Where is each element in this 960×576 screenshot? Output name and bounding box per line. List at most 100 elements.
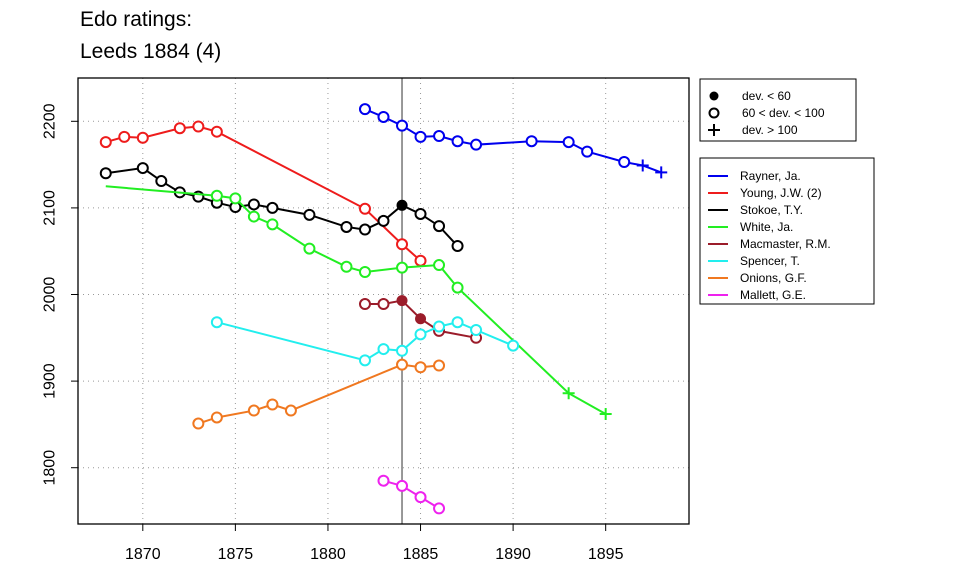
data-point-open xyxy=(247,210,260,223)
data-point-open xyxy=(210,189,223,202)
data-point-open xyxy=(173,122,186,135)
data-point-open xyxy=(358,202,371,215)
data-point-open xyxy=(210,316,223,329)
marker-legend-label: dev. > 100 xyxy=(742,123,798,137)
data-point-open xyxy=(433,502,446,515)
data-point-open xyxy=(618,156,631,169)
series-line xyxy=(383,479,440,510)
data-point-open xyxy=(377,110,390,123)
data-point-open xyxy=(377,474,390,487)
data-point-open xyxy=(507,339,520,352)
data-point-open xyxy=(303,208,316,221)
data-point-open xyxy=(396,344,409,357)
x-tick-label: 1880 xyxy=(310,546,346,563)
x-tick-label: 1875 xyxy=(218,546,254,563)
y-tick-label: 1900 xyxy=(42,363,59,399)
data-point-open xyxy=(210,125,223,138)
series-line xyxy=(198,363,440,425)
y-tick-label: 2200 xyxy=(42,103,59,139)
data-point-filled xyxy=(396,295,408,307)
data-point-open xyxy=(581,145,594,158)
data-point-open xyxy=(377,343,390,356)
data-point-open xyxy=(433,359,446,372)
data-point-open xyxy=(192,417,205,430)
data-point-open xyxy=(358,298,371,311)
data-point-open xyxy=(358,265,371,278)
legend-plus-icon xyxy=(708,124,720,136)
y-tick-label: 2000 xyxy=(42,277,59,313)
data-point-open xyxy=(136,162,149,175)
data-point-open xyxy=(192,120,205,133)
series-line xyxy=(105,185,607,415)
data-point-open xyxy=(414,328,427,341)
data-point-open xyxy=(396,238,409,251)
series-legend-label: Onions, G.F. xyxy=(740,271,807,285)
data-point-open xyxy=(358,223,371,236)
axis-layer: 1870 1875 1880 1885 1890 1895 1800 1900 2000 2100… xyxy=(42,103,624,563)
data-point-open xyxy=(396,358,409,371)
data-point-open xyxy=(433,320,446,333)
data-point-open xyxy=(396,261,409,274)
data-point-open xyxy=(340,220,353,233)
data-point-plus xyxy=(655,166,668,179)
series-5 xyxy=(210,316,520,367)
data-point-open xyxy=(396,119,409,132)
series-line xyxy=(105,125,422,262)
data-point-open xyxy=(433,220,446,233)
data-point-open xyxy=(266,218,279,231)
marker-legend-label: dev. < 60 xyxy=(742,89,791,103)
marker-legend: dev. < 60 60 < dev. < 100 dev. > 100 xyxy=(699,78,857,142)
data-point-open xyxy=(229,192,242,205)
series-legend-label: Stokoe, T.Y. xyxy=(740,203,803,217)
data-point-open xyxy=(118,130,131,143)
data-point-open xyxy=(451,316,464,329)
series-legend: Rayner, Ja. Young, J.W. (2) Stokoe, T.Y. Wh… xyxy=(699,157,875,305)
data-point-open xyxy=(155,175,168,188)
data-point-plus xyxy=(562,387,575,400)
series-legend-label: Mallett, G.E. xyxy=(740,288,806,302)
data-point-open xyxy=(303,242,316,255)
data-point-filled xyxy=(415,313,427,325)
data-point-open xyxy=(99,167,112,180)
data-point-plus xyxy=(599,408,612,421)
plot-frame xyxy=(77,77,690,525)
data-point-open xyxy=(433,259,446,272)
data-point-open xyxy=(266,398,279,411)
marker-legend-label: 60 < dev. < 100 xyxy=(742,106,825,120)
x-tick-label: 1890 xyxy=(495,546,531,563)
data-point-open xyxy=(358,103,371,116)
data-point-open xyxy=(99,136,112,149)
data-point-open xyxy=(414,207,427,220)
series-layer xyxy=(99,103,668,515)
series-7 xyxy=(377,474,446,515)
chart-title-line2: Leeds 1884 (4) xyxy=(80,40,222,63)
data-point-open xyxy=(247,198,260,211)
series-legend-label: Macmaster, R.M. xyxy=(740,237,831,251)
data-point-open xyxy=(414,254,427,267)
legend-open-dot-icon xyxy=(708,107,720,119)
series-1 xyxy=(99,120,427,267)
data-point-open xyxy=(377,214,390,227)
data-point-open xyxy=(210,411,223,424)
data-point-open xyxy=(396,479,409,492)
data-point-open xyxy=(451,135,464,148)
data-point-open xyxy=(451,281,464,294)
series-legend-label: Young, J.W. (2) xyxy=(740,186,822,200)
data-point-open xyxy=(266,201,279,214)
x-tick-label: 1870 xyxy=(125,546,161,563)
data-point-open xyxy=(433,130,446,143)
x-tick-label: 1885 xyxy=(403,546,439,563)
marker-legend-frame xyxy=(699,78,857,142)
data-point-open xyxy=(470,324,483,337)
y-tick-label: 1800 xyxy=(42,450,59,486)
data-point-open xyxy=(247,404,260,417)
data-point-open xyxy=(414,491,427,504)
data-point-filled xyxy=(396,199,408,211)
data-point-open xyxy=(340,260,353,273)
series-6 xyxy=(192,358,446,430)
x-tick-label: 1895 xyxy=(588,546,624,563)
series-legend-label: White, Ja. xyxy=(740,220,793,234)
data-point-plus xyxy=(636,159,649,172)
data-point-open xyxy=(414,130,427,143)
